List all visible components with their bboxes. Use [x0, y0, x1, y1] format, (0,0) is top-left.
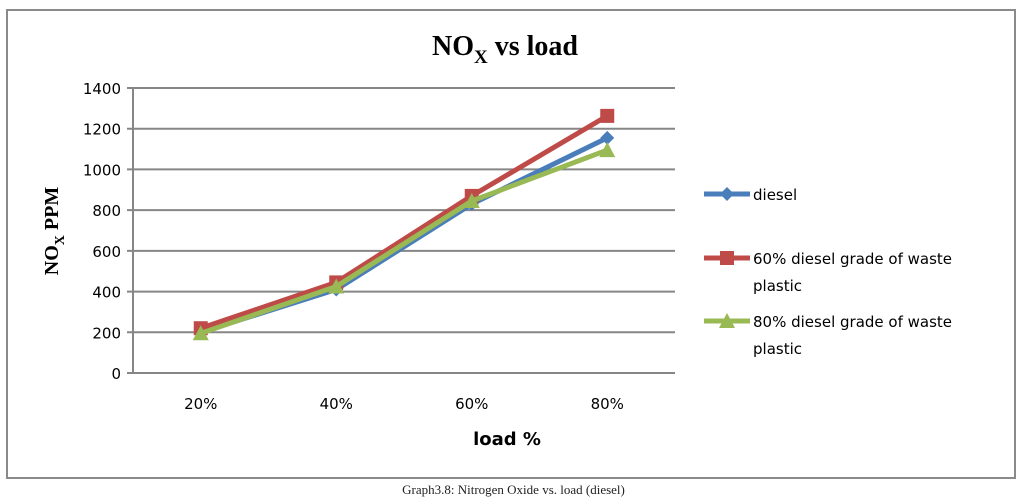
x-tick-label-20pct: 20%	[184, 395, 217, 413]
series-layer	[192, 108, 616, 341]
chart-frame	[6, 9, 1016, 479]
data-point-0-3	[600, 130, 615, 145]
legend-label-2-0: 80% diesel grade of waste	[753, 313, 952, 331]
figure-caption: Graph3.8: Nitrogen Oxide vs. load (diese…	[402, 482, 625, 497]
data-point-2-3	[599, 142, 616, 158]
y-tick-label-600: 600	[92, 243, 121, 261]
x-tick-label-40pct: 40%	[320, 395, 353, 413]
y-tick-label-1400: 1400	[83, 80, 121, 98]
nox-vs-load-chart: 0 200 400 600 800 1000 1200 1400 20% 40% 60% 80% di…	[41, 31, 952, 450]
legend-marker-0	[720, 187, 734, 201]
chart-title: NOX vs load	[432, 31, 578, 68]
chart-title-subscript: X	[474, 47, 488, 68]
y-tick-label-200: 200	[92, 324, 121, 342]
gridlines	[127, 87, 675, 374]
legend-label-0-0: diesel	[753, 186, 797, 204]
x-tick-label-80pct: 80%	[591, 395, 624, 413]
legend-label-1-1: plastic	[753, 277, 802, 295]
y-axis-label-main: NO	[41, 245, 63, 275]
y-tick-label-800: 800	[92, 202, 121, 220]
series-line-2	[199, 147, 609, 336]
y-tick-label-1200: 1200	[83, 121, 121, 139]
legend-item-2: 80% diesel grade of waste plastic	[704, 313, 952, 358]
series-2	[192, 142, 616, 341]
legend-label-2-1: plastic	[753, 340, 802, 358]
data-point-1-3	[600, 108, 615, 123]
x-axis-label: load %	[473, 429, 541, 450]
y-axis-label: NOX PPM	[41, 187, 68, 276]
axes: 0 200 400 600 800 1000 1200 1400 20% 40% 60% 80%	[83, 80, 624, 413]
legend-marker-2	[719, 313, 735, 328]
chart-title-rest: vs load	[488, 31, 579, 62]
legend-marker-1	[720, 251, 734, 265]
legend-item-1: 60% diesel grade of waste plastic	[704, 250, 952, 295]
series-line-1	[199, 113, 609, 331]
legend-item-0: diesel	[704, 186, 797, 204]
y-tick-label-0: 0	[111, 365, 121, 383]
data-point-2-2	[463, 192, 480, 208]
y-tick-label-400: 400	[92, 284, 121, 302]
y-tick-label-1000: 1000	[83, 161, 121, 179]
data-point-2-0	[192, 325, 209, 341]
series-line-0	[199, 135, 609, 335]
series-1	[193, 108, 615, 336]
chart-title-main: NO	[432, 31, 474, 62]
y-axis-label-subscript: X	[53, 235, 68, 245]
data-point-2-1	[328, 278, 345, 294]
legend-label-1-0: 60% diesel grade of waste	[753, 250, 952, 268]
y-axis-label-rest: PPM	[41, 187, 63, 235]
x-tick-label-60pct: 60%	[455, 395, 488, 413]
